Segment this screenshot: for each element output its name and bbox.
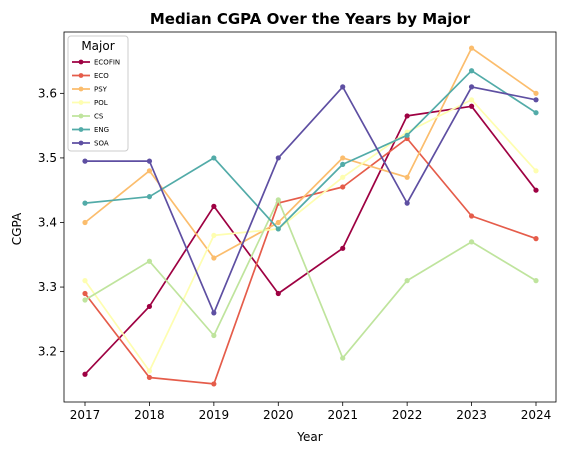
data-point-eng bbox=[82, 200, 88, 206]
data-point-soa bbox=[146, 158, 153, 164]
data-point-soa bbox=[404, 200, 410, 206]
data-point-ecofin bbox=[82, 371, 88, 377]
data-point-ecofin bbox=[468, 103, 475, 109]
data-point-eco bbox=[82, 290, 88, 297]
legend-marker-psy bbox=[78, 86, 84, 92]
data-point-cs bbox=[404, 278, 410, 284]
axes-frame bbox=[63, 31, 557, 403]
data-point-ecofin bbox=[146, 303, 153, 310]
data-point-soa bbox=[82, 158, 88, 164]
legend-label-psy: PSY bbox=[94, 86, 108, 94]
legend-title: Major bbox=[81, 39, 114, 53]
legend: Major ECOFIN ECO PSY POL CS ENG SOA bbox=[67, 35, 129, 152]
legend-label-eco: ECO bbox=[94, 72, 109, 80]
data-point-pol bbox=[533, 168, 539, 174]
data-point-eng bbox=[275, 226, 281, 232]
y-tick-label: 3.5 bbox=[38, 151, 57, 165]
data-point-soa bbox=[275, 155, 281, 161]
data-point-cs bbox=[82, 297, 88, 303]
legend-marker-eco bbox=[78, 73, 84, 78]
legend-marker-ecofin bbox=[78, 59, 84, 65]
legend-marker-pol bbox=[78, 100, 84, 105]
series-line-ecofin bbox=[84, 105, 537, 375]
data-point-eng bbox=[533, 110, 539, 116]
data-point-soa bbox=[533, 97, 539, 103]
x-tick-label: 2019 bbox=[199, 408, 230, 422]
data-point-eco bbox=[146, 374, 153, 381]
data-point-soa bbox=[340, 84, 346, 90]
data-point-eng bbox=[468, 68, 475, 74]
data-point-pol bbox=[146, 368, 153, 374]
data-point-pol bbox=[82, 278, 88, 284]
y-tick-label: 3.4 bbox=[38, 215, 57, 229]
x-tick-label: 2021 bbox=[327, 408, 358, 422]
data-point-ecofin bbox=[211, 203, 217, 209]
data-point-soa bbox=[211, 310, 217, 316]
legend-label-cs: CS bbox=[94, 113, 104, 121]
legend-label-pol: POL bbox=[94, 99, 108, 107]
data-point-eng bbox=[404, 132, 410, 138]
x-tick-label: 2020 bbox=[263, 408, 294, 422]
data-point-eng bbox=[211, 155, 217, 161]
y-axis-label: CGPA bbox=[10, 212, 24, 245]
x-tick-label: 2023 bbox=[456, 408, 487, 422]
y-tick-label: 3.2 bbox=[38, 345, 57, 359]
data-point-psy bbox=[533, 90, 539, 96]
y-tick-label: 3.6 bbox=[38, 86, 57, 100]
data-point-psy bbox=[468, 45, 475, 51]
x-tick-label: 2017 bbox=[70, 408, 101, 422]
series-line-pol bbox=[84, 98, 537, 372]
series-line-cs bbox=[84, 199, 537, 359]
data-point-psy bbox=[82, 219, 88, 226]
data-point-psy bbox=[404, 174, 410, 180]
data-point-psy bbox=[146, 168, 153, 174]
data-point-eco bbox=[533, 236, 539, 242]
data-point-psy bbox=[275, 219, 281, 226]
data-point-cs bbox=[275, 197, 281, 203]
data-point-cs bbox=[340, 355, 346, 361]
legend-marker-cs bbox=[78, 113, 84, 119]
data-point-cs bbox=[146, 258, 153, 264]
data-point-psy bbox=[211, 255, 217, 261]
data-point-psy bbox=[340, 155, 346, 161]
legend-label-ecofin: ECOFIN bbox=[94, 59, 120, 67]
data-point-pol bbox=[340, 174, 346, 180]
series-line-eco bbox=[84, 137, 537, 385]
legend-marker-soa bbox=[78, 140, 84, 146]
data-point-soa bbox=[468, 84, 475, 90]
chart-title: Median CGPA Over the Years by Major bbox=[150, 10, 471, 28]
data-point-ecofin bbox=[340, 245, 346, 251]
data-point-eng bbox=[340, 161, 346, 167]
data-point-cs bbox=[533, 278, 539, 284]
legend-marker-eng bbox=[78, 127, 84, 132]
data-point-ecofin bbox=[404, 113, 410, 119]
data-point-pol bbox=[211, 232, 217, 239]
x-tick-label: 2022 bbox=[392, 408, 423, 422]
y-tick-label: 3.3 bbox=[38, 280, 57, 294]
data-point-eco bbox=[211, 381, 217, 387]
data-point-cs bbox=[211, 332, 217, 339]
data-point-cs bbox=[468, 239, 475, 245]
x-axis-label: Year bbox=[296, 430, 322, 444]
legend-label-eng: ENG bbox=[94, 126, 109, 134]
data-point-eco bbox=[340, 184, 346, 190]
series-line-eng bbox=[84, 69, 537, 230]
legend-label-soa: SOA bbox=[94, 140, 109, 148]
data-point-ecofin bbox=[533, 187, 539, 193]
series-line-psy bbox=[84, 47, 537, 259]
x-tick-label: 2024 bbox=[521, 408, 552, 422]
data-point-eco bbox=[468, 213, 475, 219]
legend-frame bbox=[67, 35, 129, 152]
data-point-eng bbox=[146, 194, 153, 200]
data-point-ecofin bbox=[275, 290, 281, 297]
plot-area: 2017 2018 2019 2020 2021 2022 2023 2024 3.2 3.3 3.… bbox=[38, 31, 557, 422]
series-line-soa bbox=[85, 86, 537, 314]
data-point-pol bbox=[468, 97, 475, 103]
x-tick-label: 2018 bbox=[134, 408, 165, 422]
